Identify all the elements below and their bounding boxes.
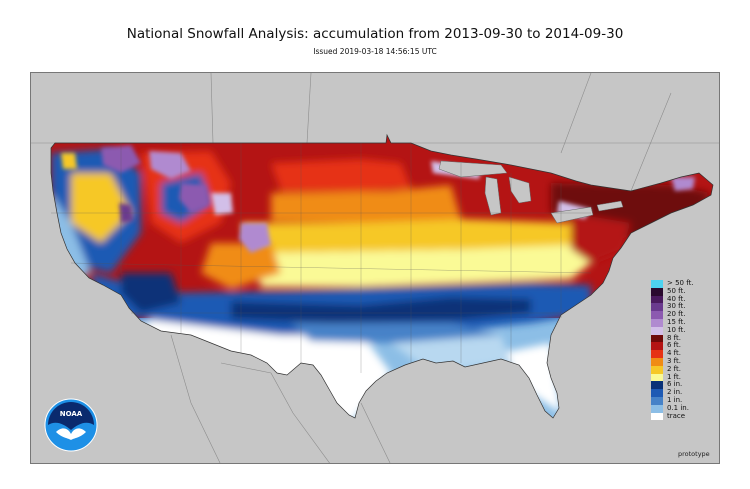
legend-label: > 50 ft. xyxy=(667,279,694,287)
legend-item: 3 ft. xyxy=(651,356,711,366)
legend-label: 6 in. xyxy=(667,380,683,389)
legend-item: 4 ft. xyxy=(651,349,711,358)
snowfall-map-graphic xyxy=(31,73,719,463)
legend-label: 30 ft. xyxy=(667,302,686,311)
legend-swatch xyxy=(651,365,663,374)
noaa-logo-text: NOAA xyxy=(60,410,83,418)
legend-item: 6 in. xyxy=(651,380,711,390)
legend-swatch xyxy=(651,373,663,382)
legend-swatch xyxy=(651,287,663,296)
legend-swatch xyxy=(651,318,663,327)
legend-swatch xyxy=(651,350,663,358)
legend-item: > 50 ft. xyxy=(651,279,711,288)
prototype-label: prototype xyxy=(678,450,710,458)
legend-item: 1 in. xyxy=(651,395,711,405)
legend-item: 2 in. xyxy=(651,388,711,397)
legend-label: 20 ft. xyxy=(667,310,686,319)
us-outline xyxy=(50,133,714,419)
legend-label: trace xyxy=(667,411,686,420)
legend-item: 1 ft. xyxy=(651,372,711,382)
legend-label: 8 ft. xyxy=(667,333,681,342)
legend-swatch xyxy=(651,404,663,413)
legend-label: 10 ft. xyxy=(667,325,686,334)
noaa-logo: NOAA xyxy=(44,398,98,452)
legend-label: 15 ft. xyxy=(667,317,686,326)
legend-item: 0.1 in. xyxy=(651,403,711,413)
legend-label: 3 ft. xyxy=(667,356,681,365)
legend-item: 20 ft. xyxy=(651,310,711,319)
legend-item: trace xyxy=(651,411,711,421)
legend-swatch xyxy=(651,326,663,335)
legend-swatch xyxy=(651,334,663,343)
legend-swatch xyxy=(651,396,663,405)
legend-label: 2 in. xyxy=(667,388,683,397)
legend-item: 50 ft. xyxy=(651,286,711,296)
legend-swatch xyxy=(651,295,663,304)
legend-swatch xyxy=(651,381,663,390)
legend-label: 1 ft. xyxy=(667,372,681,381)
legend-item: 6 ft. xyxy=(651,341,711,351)
legend-item: 10 ft. xyxy=(651,325,711,335)
snowfall-map xyxy=(30,72,720,464)
legend-swatch xyxy=(651,280,663,288)
legend-item: 30 ft. xyxy=(651,302,711,312)
legend-label: 0.1 in. xyxy=(667,403,689,412)
legend-label: 50 ft. xyxy=(667,286,686,295)
legend-label: 40 ft. xyxy=(667,294,686,303)
legend-label: 4 ft. xyxy=(667,349,681,358)
legend-swatch xyxy=(651,412,663,421)
legend-swatch xyxy=(651,342,663,351)
legend-swatch xyxy=(651,357,663,366)
legend-item: 8 ft. xyxy=(651,333,711,343)
snowfall-legend: > 50 ft. 50 ft. 40 ft. 30 ft. 20 ft. 15 ft. 10… xyxy=(651,279,711,421)
state-borders xyxy=(51,143,592,373)
legend-item: 2 ft. xyxy=(651,364,711,374)
legend-label: 6 ft. xyxy=(667,341,681,350)
legend-label: 1 in. xyxy=(667,395,683,404)
issued-timestamp: Issued 2019-03-18 14:56:15 UTC xyxy=(313,47,437,56)
legend-item: 40 ft. xyxy=(651,294,711,304)
legend-item: 15 ft. xyxy=(651,317,711,327)
legend-label: 2 ft. xyxy=(667,364,681,373)
legend-swatch xyxy=(651,389,663,397)
legend-swatch xyxy=(651,303,663,312)
legend-swatch xyxy=(651,311,663,319)
map-title: National Snowfall Analysis: accumulation… xyxy=(126,26,624,42)
